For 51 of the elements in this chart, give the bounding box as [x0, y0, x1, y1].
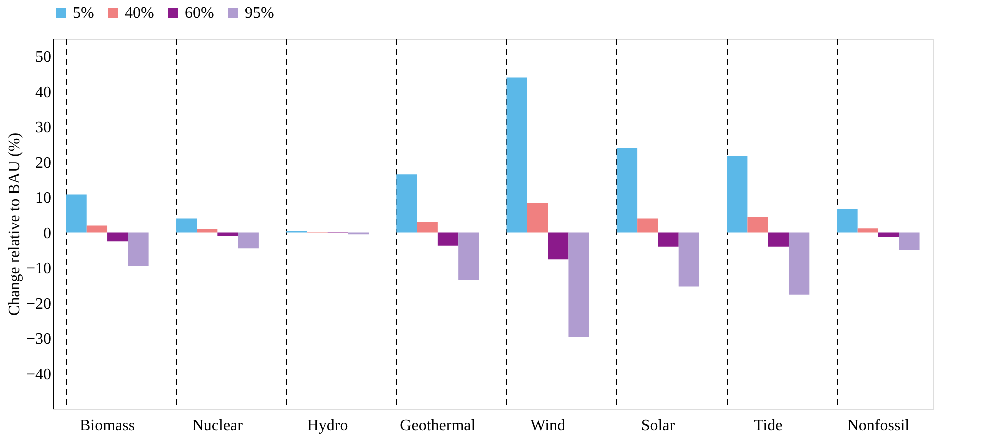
bar — [176, 218, 198, 233]
x-tick-label: Nuclear — [192, 418, 244, 434]
bar — [616, 148, 638, 233]
x-tick-label: Nonfossil — [847, 418, 910, 434]
x-tick-label: Biomass — [80, 418, 136, 434]
y-tick-label: −30 — [26, 331, 52, 348]
y-tick-label: 30 — [36, 120, 52, 137]
x-tick-label: Tide — [754, 418, 783, 434]
bar — [527, 203, 548, 233]
x-tick-label: Solar — [641, 418, 676, 434]
legend-label: 95% — [245, 5, 274, 22]
y-axis-title: Change relative to BAU (%) — [6, 132, 24, 316]
bar — [548, 232, 569, 260]
y-tick-label: −40 — [26, 366, 52, 384]
bar — [788, 232, 810, 295]
bar — [878, 232, 900, 238]
bar — [727, 156, 748, 233]
y-tick-label: −10 — [26, 260, 52, 278]
y-tick-label: −20 — [26, 296, 52, 313]
bar — [658, 232, 679, 247]
x-tick-label: Wind — [530, 418, 566, 434]
bar — [197, 229, 218, 233]
y-tick-label: 40 — [36, 84, 52, 102]
bar — [858, 228, 878, 233]
bar — [417, 222, 438, 233]
legend-label: 40% — [125, 5, 154, 22]
bar — [438, 232, 459, 246]
y-tick-label: 50 — [36, 49, 52, 66]
bar — [768, 232, 789, 247]
bar — [108, 232, 128, 242]
bar — [678, 232, 700, 287]
x-tick-label: Geothermal — [400, 418, 476, 434]
bar — [218, 232, 238, 236]
bar — [506, 78, 528, 233]
bar — [396, 174, 418, 233]
bar — [66, 194, 87, 233]
y-tick-label: 0 — [44, 225, 52, 242]
bar — [128, 232, 149, 266]
legend-label: 5% — [73, 5, 94, 22]
bar — [837, 210, 858, 233]
bar — [238, 232, 259, 249]
x-tick-label: Hydro — [307, 418, 348, 434]
bar — [899, 232, 920, 250]
bar — [86, 226, 108, 233]
y-tick-label: 10 — [36, 190, 52, 208]
bar — [458, 232, 480, 280]
legend-label: 60% — [185, 5, 214, 22]
bar — [638, 218, 658, 233]
y-tick-label: 20 — [36, 154, 52, 172]
bar — [568, 232, 590, 338]
bar — [748, 216, 768, 233]
